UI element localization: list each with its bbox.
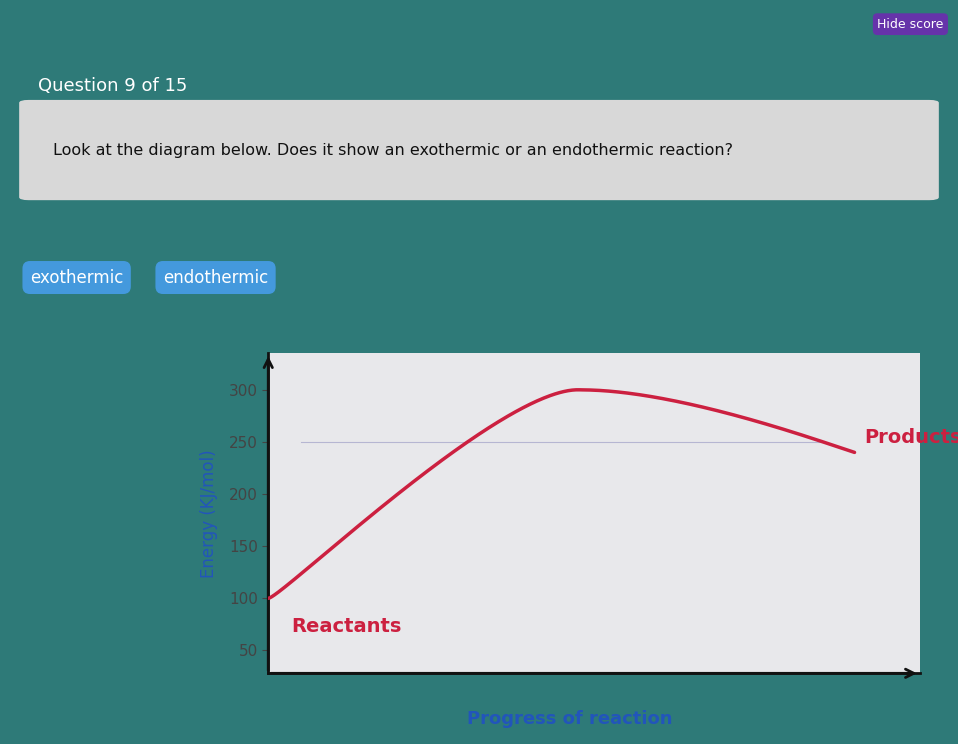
Text: Reactants: Reactants bbox=[291, 617, 401, 636]
Y-axis label: Energy (KJ/mol): Energy (KJ/mol) bbox=[199, 449, 217, 577]
Text: Question 9 of 15: Question 9 of 15 bbox=[38, 77, 188, 95]
Text: Products: Products bbox=[864, 429, 958, 447]
Text: Progress of reaction: Progress of reaction bbox=[468, 710, 673, 728]
Text: exothermic: exothermic bbox=[30, 269, 124, 286]
FancyBboxPatch shape bbox=[19, 100, 939, 200]
Text: Look at the diagram below. Does it show an exothermic or an endothermic reaction: Look at the diagram below. Does it show … bbox=[53, 143, 733, 158]
Text: endothermic: endothermic bbox=[163, 269, 268, 286]
Text: Hide score: Hide score bbox=[878, 18, 944, 31]
